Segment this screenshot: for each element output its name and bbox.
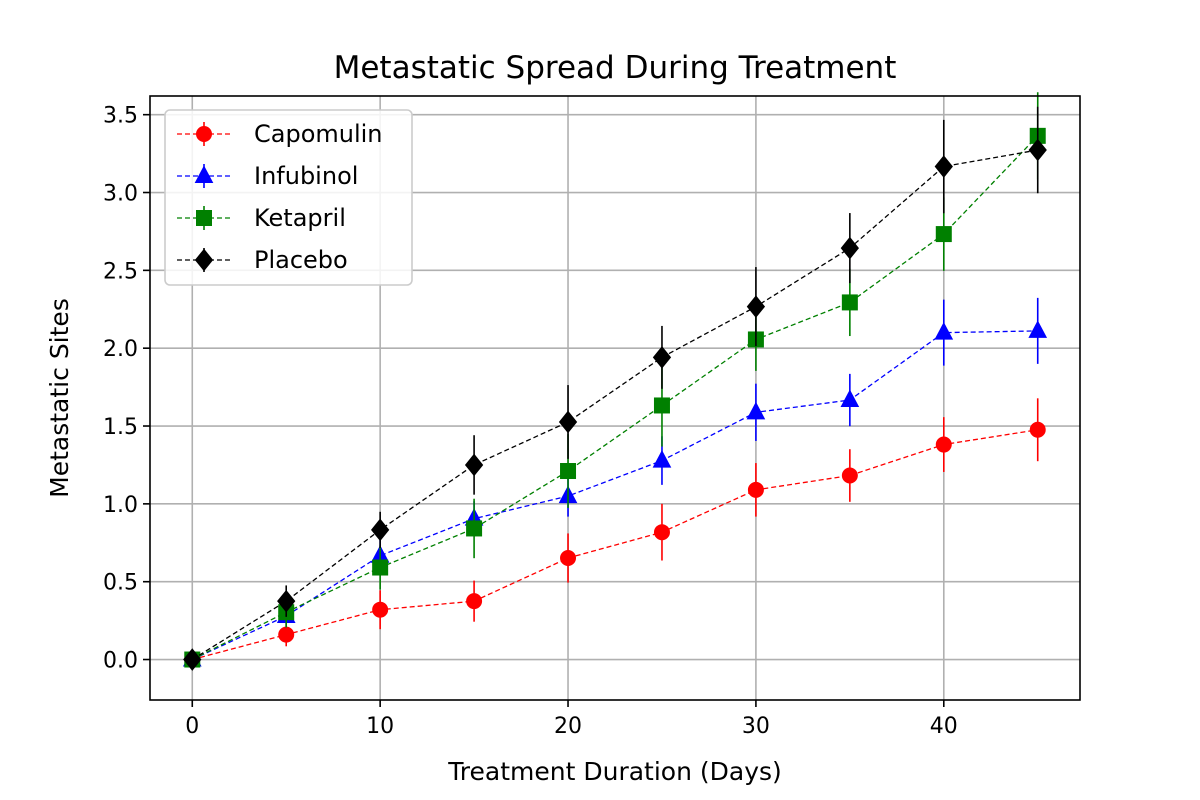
- legend: Capomulin Infubinol Ketapril Placebo: [164, 109, 413, 286]
- placebo-point: [840, 236, 859, 260]
- infubinol-point: [934, 322, 954, 340]
- ketapril-point: [653, 397, 670, 414]
- placebo-point: [652, 346, 672, 369]
- y-tick-label: 0.5: [103, 571, 138, 596]
- placebo-point: [558, 410, 578, 434]
- y-tick-label: 1.0: [103, 493, 138, 518]
- infubinol-point: [840, 389, 860, 408]
- series-layer: [182, 92, 1048, 671]
- placebo-line: [191, 149, 1038, 661]
- y-tick-label: 1.5: [103, 415, 138, 440]
- placebo-point: [277, 589, 296, 613]
- infubinol-point: [746, 401, 766, 420]
- ketapril-line: [191, 135, 1039, 661]
- y-tick-label: 2.5: [103, 259, 138, 284]
- legend-marker-ketapril: [196, 210, 212, 226]
- ketapril-point: [466, 520, 483, 537]
- placebo-point: [1028, 138, 1047, 162]
- chart-title: Metastatic Spread During Treatment: [334, 50, 897, 86]
- ketapril-point: [372, 559, 389, 576]
- capomulin-line: [192, 429, 1038, 661]
- capomulin-point: [466, 593, 483, 610]
- capomulin-point: [560, 550, 577, 567]
- legend-marker-placebo: [194, 248, 214, 272]
- plot-frame: [149, 95, 1081, 701]
- infubinol-point: [1028, 320, 1048, 338]
- x-tick-label: 30: [742, 714, 770, 739]
- legend-item-ketapril: Ketapril: [177, 204, 346, 232]
- x-axis-label: Treatment Duration (Days): [447, 757, 782, 786]
- capomulin-point: [1029, 421, 1046, 438]
- capomulin-point: [653, 524, 670, 541]
- legend-item-capomulin: Capomulin: [177, 120, 383, 148]
- series-infubinol: [182, 297, 1048, 667]
- y-axis-label: Metastatic Sites: [45, 298, 74, 498]
- legend-label-infubinol: Infubinol: [254, 162, 358, 190]
- capomulin-point: [278, 626, 295, 643]
- capomulin-point: [747, 481, 764, 498]
- legend-label-placebo: Placebo: [254, 246, 348, 274]
- infubinol-line: [191, 330, 1038, 661]
- legend-box: [164, 109, 413, 286]
- legend-marker-capomulin: [196, 126, 212, 142]
- ketapril-point: [935, 226, 952, 243]
- y-tick-label: 2.0: [103, 337, 138, 362]
- x-tick-label: 0: [185, 714, 199, 739]
- x-tick-label: 40: [930, 714, 958, 739]
- legend-label-ketapril: Ketapril: [254, 204, 346, 232]
- infubinol-point: [652, 450, 672, 468]
- placebo-point: [934, 155, 953, 178]
- axis-ticks: 0 10 20 30 40 0.0 0.5 1.0 1.5 2.0 2.5 3.0 3.5: [103, 104, 958, 739]
- x-tick-label: 20: [554, 714, 582, 739]
- series-placebo: [183, 106, 1047, 671]
- legend-item-infubinol: Infubinol: [177, 162, 358, 190]
- y-tick-label: 3.0: [103, 182, 138, 207]
- capomulin-point: [372, 601, 389, 618]
- y-tick-label: 3.5: [103, 104, 138, 129]
- legend-marker-infubinol: [194, 165, 214, 183]
- capomulin-point: [935, 436, 952, 453]
- placebo-point: [371, 518, 390, 542]
- placebo-point: [183, 648, 202, 671]
- y-tick-label: 0.0: [103, 649, 138, 674]
- capomulin-point: [841, 467, 858, 484]
- placebo-point: [464, 453, 484, 477]
- ketapril-point: [560, 463, 577, 480]
- legend-item-placebo: Placebo: [177, 246, 348, 274]
- ketapril-point: [841, 294, 858, 311]
- series-capomulin: [184, 398, 1046, 668]
- placebo-point: [746, 295, 766, 318]
- legend-label-capomulin: Capomulin: [254, 120, 383, 148]
- x-tick-label: 10: [366, 714, 394, 739]
